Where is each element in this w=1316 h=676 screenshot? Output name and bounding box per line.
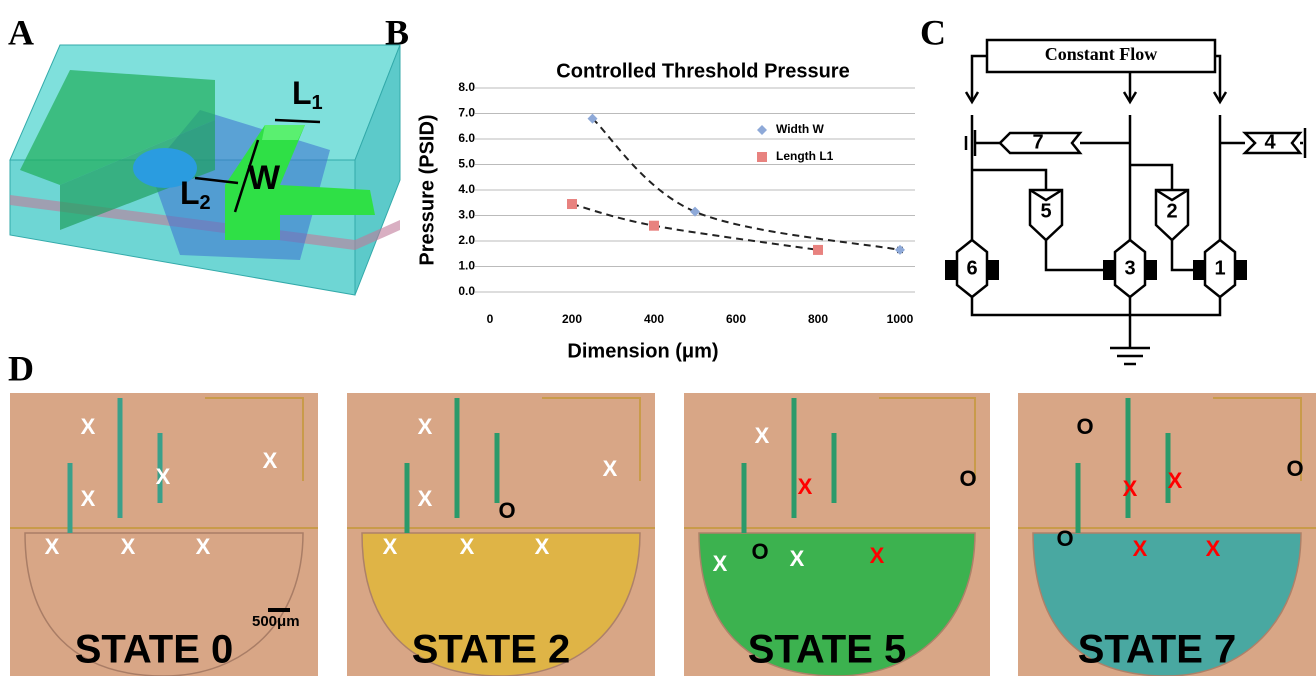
- valve-state-mark: X: [196, 534, 211, 559]
- valve-state-mark: X: [121, 534, 136, 559]
- state-label: STATE 7: [1078, 628, 1237, 672]
- data-point: [649, 221, 659, 231]
- valve-state-mark: X: [790, 546, 805, 571]
- x-tick-label: 200: [562, 312, 582, 326]
- valve-state-mark: X: [418, 486, 433, 511]
- valve-state-mark: O: [751, 539, 768, 564]
- state-photo: O O O X X X X STATE 7: [1018, 393, 1316, 676]
- valve-state-mark: X: [156, 464, 171, 489]
- valve-state-mark: X: [1168, 468, 1183, 493]
- valve-number: 2: [1166, 200, 1177, 222]
- x-tick-label: 1000: [887, 312, 914, 326]
- valve-state-mark: O: [1056, 526, 1073, 551]
- valve-state-mark: O: [498, 498, 515, 523]
- valve-state-mark: X: [418, 414, 433, 439]
- panel-label: D: [8, 348, 34, 388]
- valve-number: 5: [1040, 200, 1051, 222]
- y-tick-label: 8.0: [458, 80, 475, 94]
- chart-title: Controlled Threshold Pressure: [556, 60, 849, 82]
- x-tick-label: 800: [808, 312, 828, 326]
- scale-bar: [268, 608, 290, 612]
- label-text: L: [180, 175, 200, 211]
- y-tick-label: 3.0: [458, 208, 475, 222]
- valve-state-mark: X: [383, 534, 398, 559]
- valve-state-mark: X: [81, 414, 96, 439]
- scale-bar-label: 500μm: [252, 613, 300, 630]
- valve-state-mark: X: [81, 486, 96, 511]
- valve-state-mark: X: [263, 448, 278, 473]
- valve-number: 4: [1264, 131, 1276, 153]
- valve-state-mark: X: [870, 543, 885, 568]
- valve-state-mark: X: [535, 534, 550, 559]
- trend-line: [593, 119, 901, 250]
- legend-label: Width W: [776, 122, 825, 136]
- state-label: STATE 0: [75, 628, 234, 672]
- x-tick-label: 0: [487, 312, 494, 326]
- figure: A B C D L1 L2 W Controlled Threshold Pre…: [0, 0, 1316, 676]
- label-text: L: [292, 75, 312, 111]
- y-tick-label: 4.0: [458, 182, 475, 196]
- data-point: [813, 245, 823, 255]
- panel-label: A: [8, 12, 34, 52]
- y-tick-label: 6.0: [458, 131, 475, 145]
- legend-marker: [757, 152, 767, 162]
- dimension-label: W: [248, 159, 281, 197]
- panel-label: C: [920, 12, 946, 52]
- y-tick-label: 5.0: [458, 157, 475, 171]
- state-label: STATE 2: [412, 628, 571, 672]
- y-tick-label: 7.0: [458, 106, 475, 120]
- valve-number: 6: [966, 257, 977, 279]
- data-point: [895, 245, 905, 255]
- valve-number: 3: [1124, 257, 1135, 279]
- valve-number: 7: [1032, 131, 1043, 153]
- valve-state-mark: X: [460, 534, 475, 559]
- state-label: STATE 5: [748, 628, 907, 672]
- y-tick-label: 1.0: [458, 259, 475, 273]
- flow-source: Constant Flow: [1045, 44, 1158, 64]
- legend-label: Length L1: [776, 149, 834, 163]
- valve-state-mark: X: [45, 534, 60, 559]
- label-subscript: 1: [312, 92, 323, 114]
- valve-state-mark: X: [1123, 476, 1138, 501]
- valve-state-mark: O: [959, 466, 976, 491]
- legend-marker: [757, 125, 767, 135]
- y-axis-label: Pressure (PSID): [416, 114, 438, 265]
- valve-number: 1: [1214, 257, 1225, 279]
- valve-state-mark: O: [1286, 456, 1303, 481]
- circuit: [957, 40, 1305, 364]
- x-tick-label: 400: [644, 312, 664, 326]
- valve-state-mark: X: [1206, 536, 1221, 561]
- valve-state-mark: X: [603, 456, 618, 481]
- x-axis-label: Dimension (μm): [567, 340, 718, 362]
- valve-state-mark: X: [755, 423, 770, 448]
- y-tick-label: 0.0: [458, 284, 475, 298]
- device-drawing: [10, 45, 400, 295]
- valve-state-mark: X: [1133, 536, 1148, 561]
- valve-state-mark: X: [798, 474, 813, 499]
- y-tick-label: 2.0: [458, 233, 475, 247]
- data-point: [567, 199, 577, 209]
- label-subscript: 2: [200, 192, 211, 214]
- valve-state-mark: O: [1076, 414, 1093, 439]
- valve-state-mark: X: [713, 551, 728, 576]
- x-tick-label: 600: [726, 312, 746, 326]
